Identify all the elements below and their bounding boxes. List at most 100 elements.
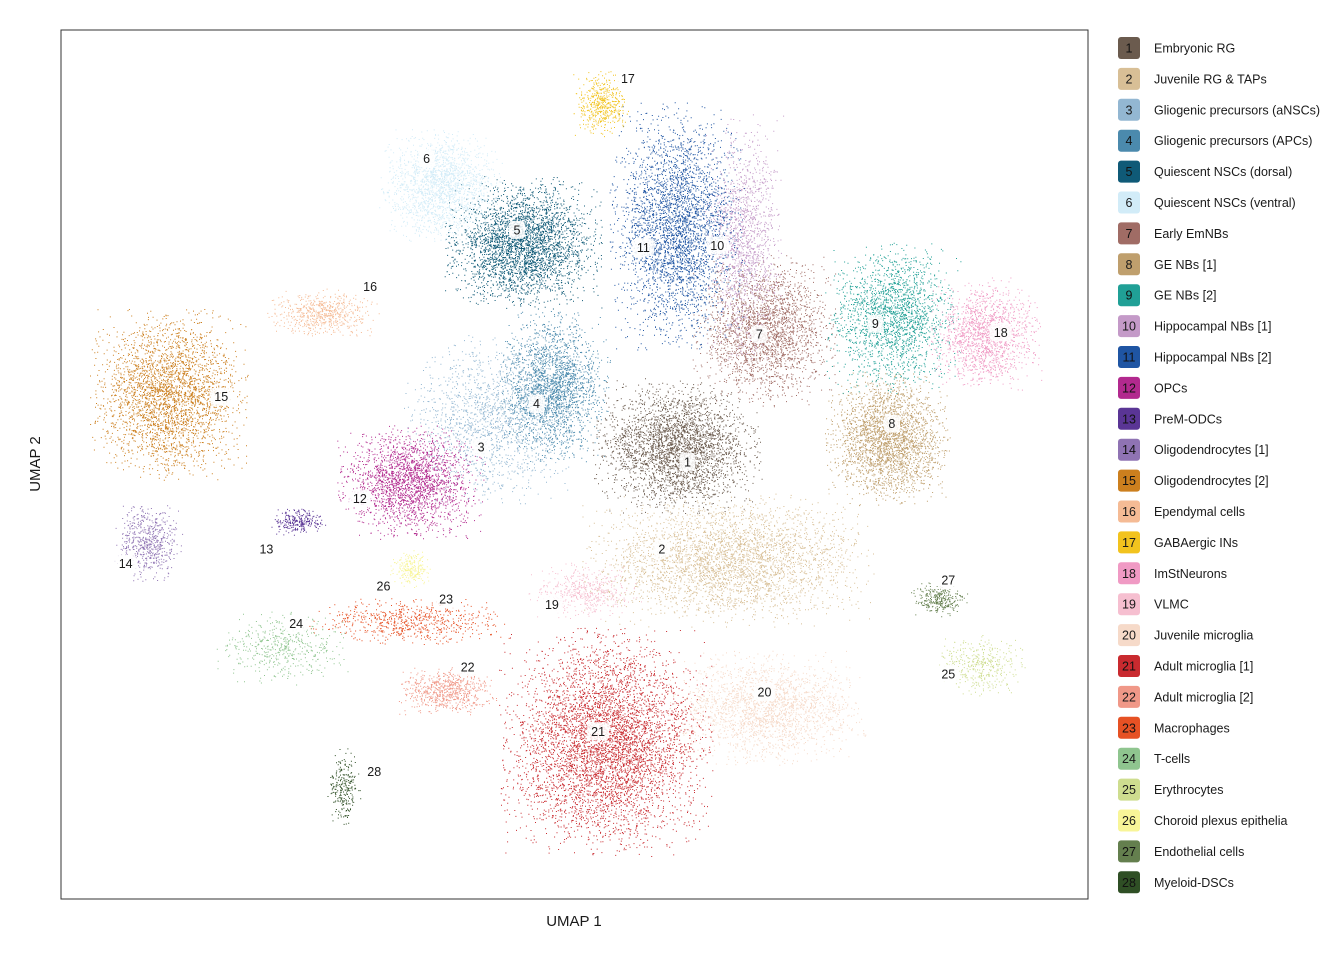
legend-key [1118, 346, 1140, 368]
legend-key-number: 7 [1126, 227, 1133, 241]
legend: 1 Embryonic RG 2 Juvenile RG & TAPs 3 Gliogen… [1118, 37, 1320, 894]
legend-label: Hippocampal NBs [1] [1154, 320, 1271, 334]
cluster-label-13: 13 [255, 539, 278, 558]
cluster-16-point-cloud [267, 288, 380, 337]
cluster-label-text: 1 [684, 455, 691, 469]
cluster-label-7: 7 [751, 325, 768, 344]
legend-key [1118, 747, 1140, 770]
legend-key [1118, 716, 1140, 739]
legend-item-13: 13 PreM-ODCs [1118, 407, 1222, 430]
legend-key [1118, 67, 1140, 90]
cluster-label-24: 24 [285, 614, 308, 633]
cluster-9-points [825, 242, 962, 394]
cluster-2-point-cloud [582, 493, 875, 628]
legend-key-number: 11 [1123, 351, 1136, 365]
cluster-label-box [867, 314, 884, 333]
legend-key-number: 21 [1122, 660, 1136, 674]
legend-key [1118, 531, 1140, 554]
legend-key-number: 20 [1122, 629, 1136, 643]
legend-key [1118, 871, 1140, 894]
cluster-label-box [508, 220, 525, 239]
legend-key [1118, 500, 1140, 523]
legend-key-number: 8 [1126, 258, 1133, 272]
cluster-label-box [114, 554, 137, 573]
cluster-label-text: 8 [888, 417, 895, 431]
legend-label: OPCs [1154, 381, 1187, 395]
legend-label: VLMC [1154, 598, 1189, 612]
legend-key [1118, 809, 1140, 832]
x-axis-title: UMAP 1 [546, 913, 602, 930]
legend-item-23: 23 Macrophages [1118, 716, 1230, 739]
cluster-labels-layer: 1234567891011121314151617181920212223242… [114, 69, 1012, 781]
legend-key [1118, 778, 1140, 801]
cluster-label-text: 5 [514, 223, 521, 237]
legend-item-27: 27 Endothelial cells [1118, 840, 1244, 863]
legend-item-14: 14 Oligodendrocytes [1] [1118, 438, 1269, 461]
legend-key-number: 13 [1122, 412, 1136, 426]
legend-label: Juvenile microglia [1154, 629, 1253, 643]
cluster-label-15: 15 [210, 387, 233, 406]
legend-key-number: 26 [1122, 814, 1136, 828]
cluster-label-14: 14 [114, 554, 137, 573]
cluster-11-point-cloud [609, 102, 751, 351]
cluster-19-point-cloud [528, 562, 642, 620]
cluster-28-point-cloud [327, 748, 362, 825]
cluster-20-point-cloud [664, 650, 867, 766]
cluster-label-text: 13 [259, 542, 273, 556]
cluster-label-10: 10 [706, 236, 729, 255]
legend-item-5: 5 Quiescent NSCs (dorsal) [1118, 160, 1292, 183]
cluster-16-points [267, 288, 380, 337]
legend-label: ImStNeurons [1154, 567, 1227, 581]
legend-key [1118, 438, 1140, 461]
legend-item-8: 8 GE NBs [1] [1118, 253, 1217, 276]
cluster-label-11: 11 [632, 238, 655, 257]
legend-key [1118, 469, 1140, 492]
legend-key-number: 17 [1122, 536, 1136, 550]
legend-label: Quiescent NSCs (ventral) [1154, 196, 1296, 210]
cluster-label-19: 19 [540, 595, 563, 614]
cluster-label-text: 3 [478, 441, 485, 455]
legend-key-number: 23 [1122, 721, 1136, 735]
cluster-label-text: 18 [994, 326, 1008, 340]
cluster-label-20: 20 [753, 683, 776, 702]
legend-key-number: 25 [1122, 783, 1136, 797]
legend-key [1118, 37, 1140, 59]
cluster-label-text: 21 [591, 725, 605, 739]
legend-label: GABAergic INs [1154, 536, 1238, 550]
cluster-5-point-cloud [444, 176, 603, 310]
cluster-label-box [632, 238, 655, 257]
legend-label: Gliogenic precursors (APCs) [1154, 134, 1312, 148]
cluster-13-points [271, 508, 327, 536]
legend-key-number: 5 [1126, 165, 1133, 179]
legend-item-2: 2 Juvenile RG & TAPs [1118, 67, 1267, 90]
cluster-6-point-cloud [379, 129, 503, 245]
cluster-27-points [911, 582, 969, 618]
legend-key [1118, 376, 1140, 399]
cluster-11-points [609, 102, 751, 351]
cluster-23-points [309, 598, 510, 645]
cluster-label-text: 16 [363, 280, 377, 294]
legend-key [1118, 191, 1140, 214]
y-axis-title: UMAP 2 [27, 436, 44, 492]
cluster-label-box [285, 614, 308, 633]
cluster-label-text: 28 [367, 765, 381, 779]
cluster-4-points [497, 311, 611, 463]
cluster-19-points [528, 562, 642, 620]
cluster-label-18: 18 [989, 323, 1012, 342]
legend-key-number: 14 [1122, 443, 1136, 457]
cluster-label-text: 26 [377, 580, 391, 594]
cluster-25-points [939, 635, 1026, 697]
cluster-label-box [348, 489, 371, 508]
cluster-9-point-cloud [825, 242, 962, 394]
cluster-label-box [989, 323, 1012, 342]
legend-item-24: 24 T-cells [1118, 747, 1190, 770]
legend-item-17: 17 GABAergic INs [1118, 531, 1238, 554]
legend-item-18: 18 ImStNeurons [1118, 562, 1227, 585]
legend-key-number: 27 [1122, 845, 1136, 859]
cluster-8-point-cloud [825, 372, 951, 507]
legend-item-22: 22 Adult microglia [2] [1118, 685, 1253, 708]
cluster-25-point-cloud [939, 635, 1026, 697]
cluster-20-points [664, 650, 867, 766]
cluster-label-17: 17 [616, 69, 639, 88]
